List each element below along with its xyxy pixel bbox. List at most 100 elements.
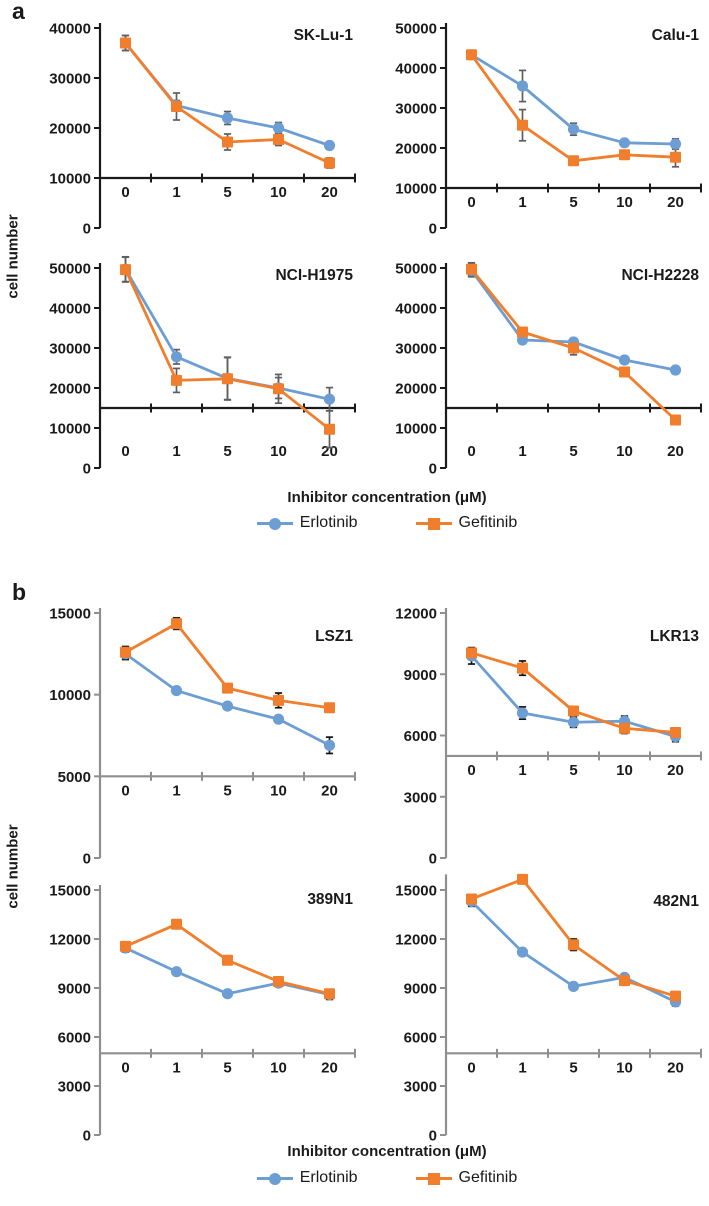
data-point-square bbox=[171, 374, 182, 386]
x-tick-label: 10 bbox=[616, 762, 633, 779]
x-axis-title-text: Inhibitor concentration (μM) bbox=[287, 1143, 487, 1160]
chart-lsz1: 0 5000 10000 15000 0 1 5 10 20 LSZ1 bbox=[40, 593, 360, 893]
y-axis-title-a: cell number bbox=[4, 214, 22, 299]
erlotinib-marker-icon bbox=[256, 1172, 293, 1185]
chart-title: NCI-H2228 bbox=[621, 267, 699, 284]
y-tick-label: 6000 bbox=[404, 1030, 437, 1047]
data-point-square bbox=[324, 988, 335, 1000]
axes: 0 3000 6000 9000 12000 0 1 5 10 20 bbox=[395, 606, 702, 868]
y-tick-label: 20000 bbox=[49, 381, 91, 398]
x-tick-label: 1 bbox=[172, 1059, 180, 1076]
x-tick-label: 0 bbox=[121, 782, 129, 799]
y-tick-label: 0 bbox=[83, 851, 91, 868]
data-point-square bbox=[517, 119, 528, 131]
series-gefitinib bbox=[120, 918, 335, 1000]
panel-a: a cell number 0 10000 20000 30000 40000 0 1 5 10… bbox=[0, 0, 709, 572]
x-tick-label: 1 bbox=[518, 1059, 526, 1076]
legend-label-erlotinib: Erlotinib bbox=[299, 1169, 358, 1186]
chart-svg-482N1: 0 3000 6000 9000 12000 15000 0 1 5 10 20 482N1 bbox=[395, 873, 702, 1145]
chart-svg-Calu-1: 0 10000 20000 30000 40000 50000 0 1 5 10 20 Calu-1 bbox=[395, 21, 702, 238]
data-point-square bbox=[324, 157, 335, 169]
data-point-square bbox=[517, 662, 528, 674]
data-point-square bbox=[568, 155, 579, 167]
data-point-circle bbox=[567, 980, 580, 992]
error-bars bbox=[467, 51, 680, 168]
error-bars bbox=[121, 255, 334, 449]
y-tick-label: 0 bbox=[429, 221, 437, 238]
chart-svg-NCI-H1975: 0 10000 20000 30000 40000 50000 0 1 5 10 20 NCI-H19… bbox=[49, 255, 356, 478]
y-tick-label: 3000 bbox=[404, 1079, 437, 1096]
x-tick-label: 10 bbox=[616, 443, 633, 460]
y-tick-label: 3000 bbox=[404, 789, 437, 806]
x-tick-label: 1 bbox=[172, 184, 180, 201]
gefitinib-marker-icon bbox=[415, 517, 452, 530]
x-tick-label: 5 bbox=[569, 443, 577, 460]
data-point-circle bbox=[516, 707, 529, 719]
chart-svg-NCI-H2228: 0 10000 20000 30000 40000 50000 0 1 5 10 20 NCI-H22… bbox=[395, 261, 702, 478]
chart-svg-SK-Lu-1: 0 10000 20000 30000 40000 0 1 5 10 20 SK-Lu-1 bbox=[49, 21, 356, 238]
chart-sk-lu-1: 0 10000 20000 30000 40000 0 1 5 10 20 SK-Lu-1 bbox=[40, 8, 360, 248]
data-point-square bbox=[670, 151, 681, 163]
x-tick-label: 10 bbox=[270, 1059, 287, 1076]
x-axis-title-a: Inhibitor concentration (μM) bbox=[0, 489, 709, 506]
data-point-square bbox=[619, 722, 630, 734]
axes: 0 10000 20000 30000 40000 50000 0 1 5 10 20 bbox=[395, 21, 702, 238]
chart-title: 482N1 bbox=[653, 893, 699, 910]
y-tick-label: 10000 bbox=[395, 421, 437, 438]
series-gefitinib bbox=[120, 618, 335, 714]
x-tick-label: 10 bbox=[616, 194, 633, 211]
x-tick-label: 20 bbox=[321, 184, 338, 201]
x-tick-label: 5 bbox=[569, 762, 577, 779]
x-tick-label: 20 bbox=[321, 1059, 338, 1076]
error-bars bbox=[121, 34, 334, 169]
y-tick-label: 5000 bbox=[58, 769, 91, 786]
data-point-circle bbox=[272, 122, 285, 134]
data-point-circle bbox=[516, 946, 529, 958]
axes: 0 10000 20000 30000 40000 50000 0 1 5 10 20 bbox=[49, 261, 356, 478]
x-tick-label: 5 bbox=[223, 443, 231, 460]
y-tick-label: 9000 bbox=[404, 667, 437, 684]
data-point-square bbox=[324, 702, 335, 714]
chart-title: Calu-1 bbox=[652, 27, 700, 44]
y-tick-label: 0 bbox=[429, 1128, 437, 1145]
chart-calu-1: 0 10000 20000 30000 40000 50000 0 1 5 10 20 Calu-1 bbox=[386, 8, 706, 248]
x-axis-title-b: Inhibitor concentration (μM) bbox=[0, 1143, 709, 1160]
y-tick-label: 30000 bbox=[395, 341, 437, 358]
data-point-circle bbox=[516, 80, 529, 92]
x-tick-label: 0 bbox=[121, 184, 129, 201]
y-tick-label: 10000 bbox=[49, 687, 91, 704]
data-point-square bbox=[619, 975, 630, 987]
data-point-circle bbox=[323, 139, 336, 152]
data-point-circle bbox=[323, 739, 336, 751]
chart-svg-389N1: 0 3000 6000 9000 12000 15000 0 1 5 10 20 389N1 bbox=[49, 883, 356, 1145]
erlotinib-marker-icon bbox=[256, 517, 293, 530]
x-tick-label: 5 bbox=[223, 782, 231, 799]
y-tick-label: 40000 bbox=[49, 301, 91, 318]
data-point-square bbox=[324, 423, 335, 435]
series-erlotinib bbox=[465, 895, 682, 1008]
y-tick-label: 12000 bbox=[49, 932, 91, 949]
data-point-square bbox=[466, 893, 477, 905]
data-point-circle bbox=[669, 364, 682, 376]
data-point-circle bbox=[567, 123, 580, 135]
data-point-square bbox=[120, 646, 131, 658]
data-point-circle bbox=[618, 354, 631, 366]
y-tick-label: 12000 bbox=[395, 606, 437, 623]
chart-title: SK-Lu-1 bbox=[294, 27, 354, 44]
data-point-square bbox=[568, 705, 579, 717]
y-tick-label: 10000 bbox=[49, 171, 91, 188]
x-tick-label: 1 bbox=[518, 194, 526, 211]
series-gefitinib bbox=[466, 647, 681, 738]
panel-label-b: b bbox=[12, 579, 27, 605]
data-point-square bbox=[222, 954, 233, 966]
data-point-circle bbox=[618, 137, 631, 149]
legend-item-erlotinib: Erlotinib bbox=[256, 514, 358, 532]
x-tick-label: 10 bbox=[616, 1059, 633, 1076]
y-tick-label: 30000 bbox=[395, 101, 437, 118]
x-tick-label: 20 bbox=[321, 782, 338, 799]
x-tick-label: 0 bbox=[121, 443, 129, 460]
y-tick-label: 10000 bbox=[395, 181, 437, 198]
data-point-circle bbox=[221, 988, 234, 1000]
chart-389n1: 0 3000 6000 9000 12000 15000 0 1 5 10 20 389N1 bbox=[40, 870, 360, 1170]
x-tick-label: 1 bbox=[172, 782, 180, 799]
